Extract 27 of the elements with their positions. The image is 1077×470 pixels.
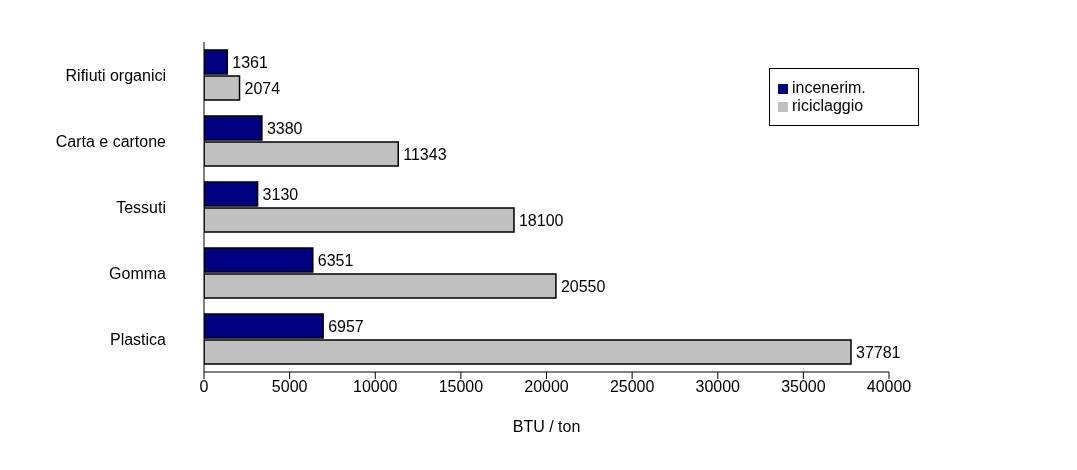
x-tick-label: 40000 <box>866 378 912 396</box>
data-label: 1361 <box>232 53 268 71</box>
data-label: 20550 <box>560 277 606 295</box>
x-tick-label: 10000 <box>353 378 398 396</box>
y-tick-label: Plastica <box>109 330 167 348</box>
data-label: 11343 <box>403 145 447 163</box>
data-label: 6351 <box>317 251 354 269</box>
x-tick-label: 15000 <box>438 378 484 396</box>
data-label: 37781 <box>856 343 901 361</box>
y-tick-label: Tessuti <box>116 198 166 216</box>
legend-label: incenerim. <box>792 79 866 96</box>
data-label: 18100 <box>518 211 564 229</box>
y-tick-label: Rifiuti organici <box>65 66 166 84</box>
y-tick-label: Carta e cartone <box>55 132 167 150</box>
x-axis-title: BTU / ton <box>512 418 581 435</box>
x-tick-label: 0 <box>199 378 209 396</box>
x-tick-label: 20000 <box>524 378 569 396</box>
data-label: 6957 <box>328 317 364 335</box>
y-tick-label: Gomma <box>109 264 167 282</box>
data-label: 2074 <box>244 79 281 97</box>
x-tick-label: 5000 <box>271 378 308 396</box>
x-tick-label: 30000 <box>695 378 741 396</box>
data-label: 3130 <box>262 185 299 203</box>
legend-label: riciclaggio <box>792 97 864 114</box>
data-label: 3380 <box>266 119 303 137</box>
x-tick-label: 35000 <box>781 378 826 396</box>
x-tick-label: 25000 <box>609 378 655 396</box>
